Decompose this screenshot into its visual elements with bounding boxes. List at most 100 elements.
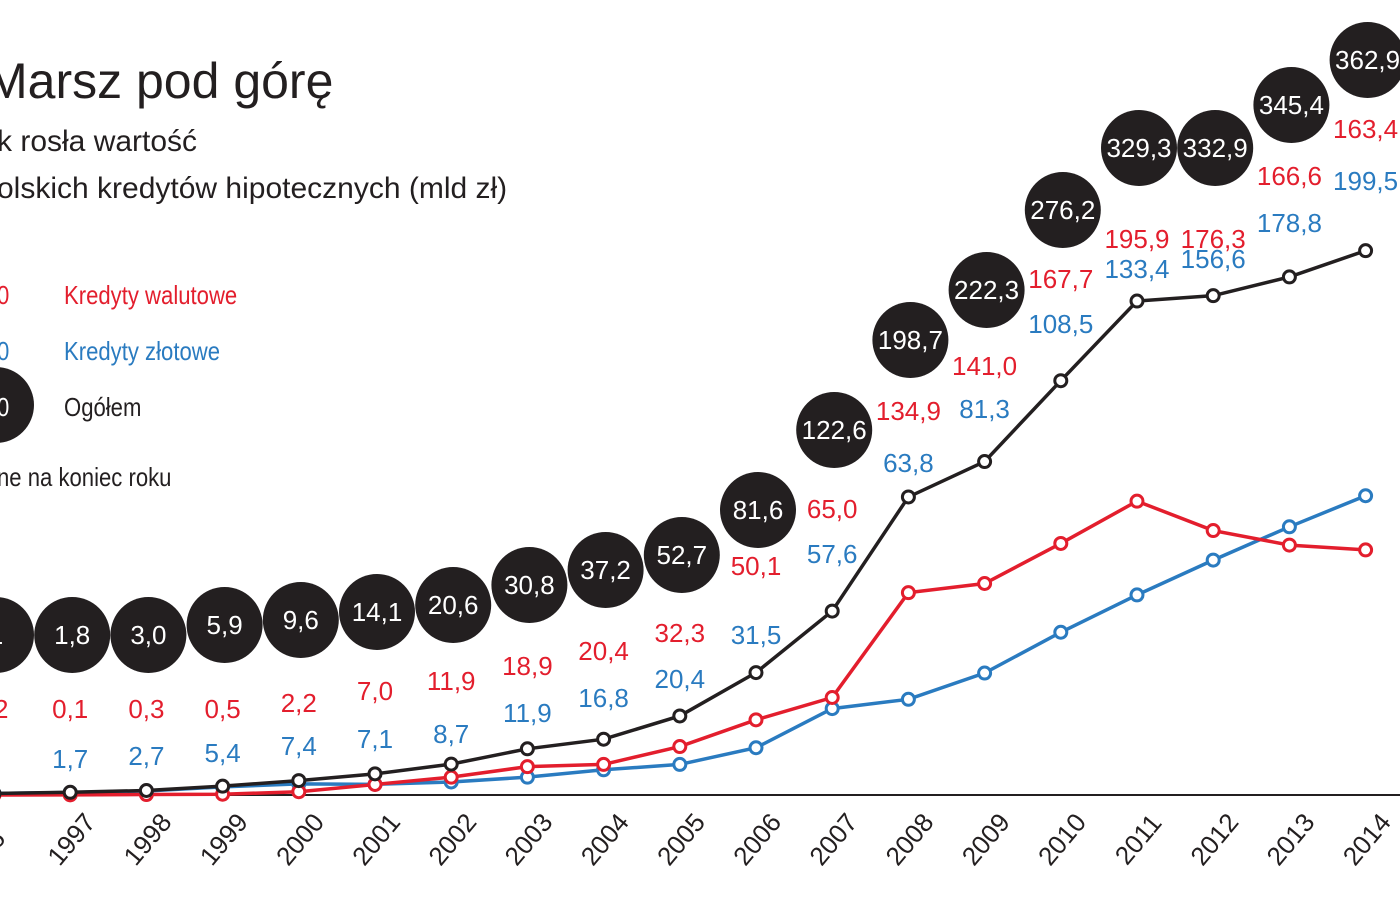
total-label: 332,9 [1183,133,1248,163]
x-tick-label: 6 [0,824,11,854]
total-bubble [720,472,796,548]
walutowe-label: 7,0 [357,676,393,706]
walutowe-label: 166,6 [1257,161,1322,191]
total-label: 345,4 [1259,90,1324,120]
data-point [824,690,840,705]
x-tick-label: 2013 [1260,807,1320,871]
x-tick-label: 2011 [1109,808,1168,870]
legend-sample-ogolem: 0 [0,392,9,423]
data-point [1129,587,1145,603]
data-point [443,756,459,772]
zlotowe-label: 63,8 [883,448,934,478]
total-label: 276,2 [1030,195,1095,225]
walutowe-label: 20,4 [578,636,629,666]
total-bubble [1177,110,1254,186]
walutowe-label: 65,0 [807,494,858,524]
zlotowe-label: 5,4 [205,738,241,768]
zlotowe-label: 1 [0,744,1,774]
data-point [748,740,764,756]
walutowe-label: 32,3 [654,618,705,648]
total-bubble [262,582,339,658]
x-tick-label: 2009 [956,807,1016,871]
total-bubble [872,302,949,378]
data-point [1053,535,1069,551]
walutowe-label: 0,1 [52,694,88,724]
walutowe-label: 141,0 [952,351,1017,381]
data-point [1129,493,1145,509]
walutowe-label: 134,9 [876,396,941,426]
data-point [672,708,688,724]
data-point [977,576,993,591]
walutowe-label: 2,2 [281,688,317,718]
zlotowe-label: 7,1 [357,724,393,754]
legend-sample-zlotowe: 0 [0,336,9,367]
total-label: 3,0 [130,620,166,650]
total-label: 1 [0,620,3,650]
x-tick-label: 2012 [1184,807,1244,871]
data-point [1281,269,1297,285]
zlotowe-label: 2,7 [128,741,164,771]
total-label: 14,1 [352,597,403,627]
zlotowe-label: 199,5 [1333,166,1398,196]
zlotowe-label: 20,4 [654,664,705,694]
total-label: 1,8 [54,620,90,650]
total-label: 30,8 [504,570,555,600]
data-point [1281,519,1297,535]
total-label: 198,7 [878,325,943,355]
total-label: 52,7 [656,540,707,570]
data-point [367,766,383,782]
chart-note: ne na koniec roku [0,462,172,492]
total-bubble [339,574,415,650]
legend-ogolem: Ogółem [64,392,142,422]
data-point [672,756,688,772]
total-label: 329,3 [1106,133,1171,163]
total-label: 362,9 [1335,45,1400,75]
walutowe-label: 195,9 [1104,224,1169,254]
data-point [138,783,154,798]
x-tick-label: 2002 [422,807,482,871]
data-point [1281,537,1297,553]
walutowe-label: 0,5 [205,694,241,724]
total-bubble [1329,22,1400,98]
data-point [900,691,916,707]
data-point [672,739,688,755]
data-point [1205,552,1221,568]
data-point [1358,542,1374,558]
total-bubble [491,547,568,623]
legend-walutowe: Kredyty walutowe [64,280,238,310]
walutowe-label: 50,1 [731,551,782,581]
zlotowe-label: 1,7 [52,744,88,774]
zlotowe-label: 57,6 [807,539,858,569]
data-point [977,665,993,681]
total-bubble [1253,67,1330,143]
total-bubble [1101,110,1177,186]
data-point [1129,293,1145,309]
walutowe-label: 176,3 [1181,224,1246,254]
total-bubble [186,587,263,663]
x-tick-label: 1997 [41,807,101,871]
total-label: 9,6 [283,605,319,635]
total-bubble [567,532,644,608]
x-tick-label: 2014 [1337,807,1397,871]
data-point [62,784,78,800]
x-tick-label: 2001 [346,807,406,871]
total-label: 37,2 [580,555,631,585]
data-point [748,665,764,681]
x-tick-label: 2006 [727,807,787,871]
data-point [1053,624,1069,640]
data-point [1358,488,1374,504]
data-point [1205,288,1221,304]
legend-zlotowe: Kredyty złotowe [64,336,221,366]
total-label: 81,6 [733,495,784,525]
data-point [748,712,764,728]
data-point [1205,523,1221,539]
data-point [519,759,535,775]
chart-subtitle-line-2: olskich kredytów hipotecznych (mld zł) [0,172,508,205]
x-tick-label: 2007 [803,807,863,871]
data-point [215,778,231,794]
x-tick-label: 2008 [879,807,939,871]
walutowe-label: 11,9 [427,666,476,696]
zlotowe-label: 31,5 [731,620,782,650]
total-label: 5,9 [207,610,243,640]
